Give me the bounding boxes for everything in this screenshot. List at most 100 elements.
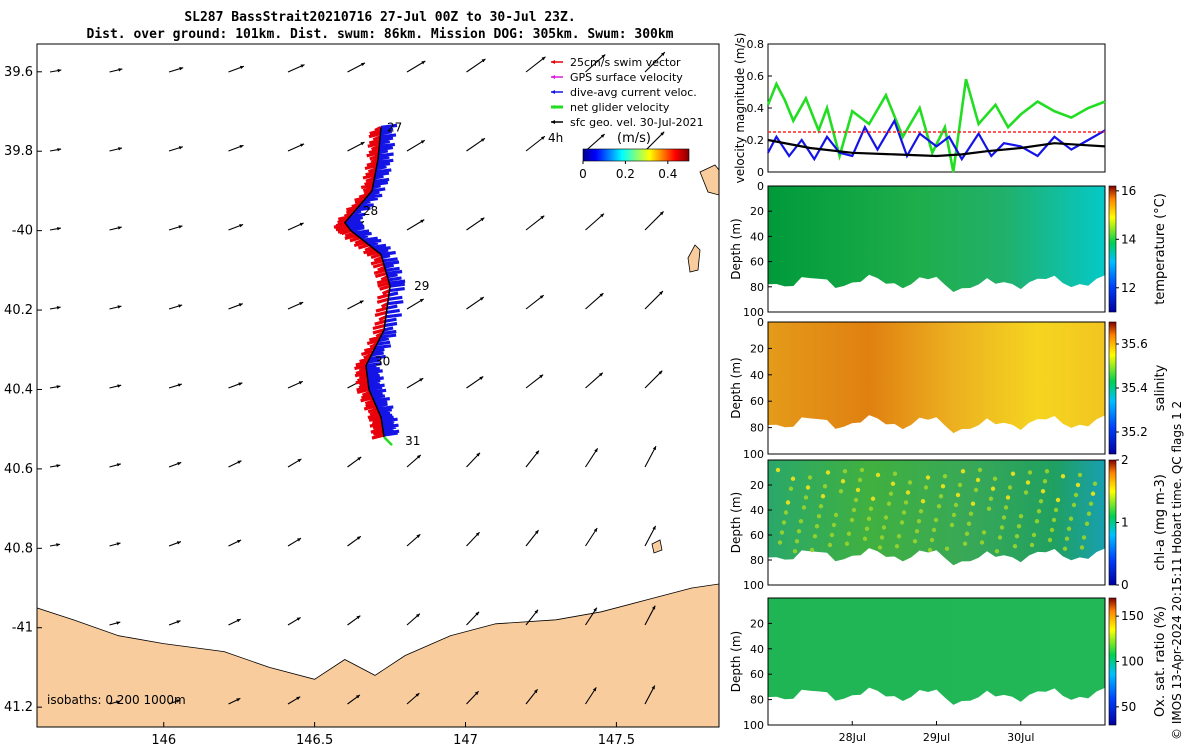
geo-arrow-0 — [49, 68, 62, 73]
geo-arrow-81 — [347, 615, 361, 626]
legend-item-1: GPS surface velocity — [551, 71, 683, 84]
section-0-ytick-3: 60 — [750, 256, 764, 269]
section-0-ytick-4: 80 — [750, 281, 764, 294]
section-3-cbar-tick-1: 100 — [1121, 655, 1144, 669]
geo-arrow-17 — [406, 139, 426, 152]
velocity-ytick-1: 0.2 — [747, 134, 765, 147]
geo-arrow-85 — [585, 607, 598, 626]
geo-arrow-33 — [49, 306, 61, 310]
section-3-ytick-1: 40 — [750, 643, 764, 656]
section-0-cbar-tick-2: 16 — [1121, 184, 1136, 198]
geo-arrow-70 — [287, 537, 302, 547]
land-tasmania — [37, 583, 719, 727]
geo-arrow-29 — [466, 217, 485, 231]
geo-arrow-73 — [466, 531, 480, 547]
land-island-2 — [687, 244, 701, 273]
geo-arrow-3 — [228, 65, 245, 73]
chart-title-line2: Dist. over ground: 101km. Dist. swum: 86… — [86, 27, 674, 42]
section-data-1 — [768, 322, 1105, 434]
geo-arrow-18 — [466, 137, 486, 152]
legend-label-4: sfc geo. vel. 30-Jul-2021 — [570, 116, 704, 129]
velocity-ytick-0: 0 — [757, 166, 764, 179]
section-2-ytick-4: 100 — [743, 579, 764, 592]
section-1-colorbar — [1108, 321, 1117, 455]
geo-arrow-28 — [406, 219, 425, 231]
section-1-ytick-1: 20 — [750, 342, 764, 355]
section-data-0 — [768, 186, 1105, 292]
map-colorbar-unit: 4h — [548, 131, 563, 145]
geo-arrow-32 — [644, 211, 664, 231]
geo-arrow-10 — [644, 51, 666, 73]
geo-arrow-9 — [585, 54, 606, 73]
net-velocity-end — [383, 436, 393, 447]
map-x-tick-1: 146.5 — [296, 733, 333, 748]
section-0-cbar-tick-1: 14 — [1121, 232, 1136, 246]
geo-arrow-45 — [109, 384, 122, 389]
section-0-ytick-2: 40 — [750, 230, 764, 243]
legend-item-2: dive-avg current veloc. — [551, 86, 697, 99]
map-colorbar-tick-0: 0 — [579, 167, 587, 181]
geo-arrow-31 — [585, 213, 605, 231]
geo-arrow-25 — [228, 224, 244, 231]
map-x-tick-0: 146 — [151, 733, 176, 748]
geo-arrow-96 — [644, 685, 656, 705]
geo-arrow-56 — [109, 463, 121, 468]
map-colorbar — [582, 148, 690, 162]
section-1-cbar-tick-1: 35.4 — [1121, 381, 1148, 395]
section-0-cbar-tick-0: 12 — [1121, 281, 1136, 295]
geo-arrow-22 — [49, 226, 61, 231]
geo-arrow-68 — [168, 541, 182, 547]
map-y-tick-6: 40.8 — [4, 541, 33, 556]
geo-arrow-26 — [287, 222, 304, 231]
section-panel-3: 20 40 60 80 100 Depth (m) 50 100 150 Ox. sat. rat… — [729, 597, 1168, 744]
section-3-ytick-2: 60 — [750, 668, 764, 681]
map-y-tick-4: 40.4 — [4, 382, 33, 397]
section-panel-0: 0 20 40 60 80 100 Depth (m) 12 14 16 temperature (… — [729, 180, 1168, 319]
geo-arrow-5 — [347, 62, 366, 73]
glider-track — [343, 127, 391, 438]
section-frame-1 — [767, 321, 1106, 455]
section-3-cbar-tick-2: 150 — [1121, 609, 1144, 623]
section-2-ytick-1: 40 — [750, 504, 764, 517]
geo-arrow-39 — [406, 298, 425, 310]
map-colorbar-tick-2: 0.4 — [658, 167, 677, 181]
section-2-colorbar — [1108, 459, 1117, 586]
geo-arrow-82 — [406, 613, 421, 626]
geo-arrow-80 — [287, 616, 301, 626]
geo-arrow-23 — [109, 226, 122, 231]
map-frame — [36, 43, 720, 728]
geo-arrow-44 — [49, 385, 61, 389]
section-1-ytick-2: 40 — [750, 369, 764, 382]
geo-arrow-66 — [49, 543, 61, 547]
section-3-ytick-3: 80 — [750, 694, 764, 707]
section-frame-2 — [767, 459, 1106, 586]
section-2-cbar-label: chl-a (mg m-3) — [1153, 474, 1168, 571]
legend-item-0: 25cm/s swim vector — [551, 56, 681, 69]
geo-arrow-11 — [49, 147, 62, 152]
section-0-ylabel: Depth (m) — [729, 218, 743, 279]
section-1-ytick-3: 60 — [750, 395, 764, 408]
geo-arrow-77 — [109, 621, 121, 626]
velocity-ytick-2: 0.4 — [747, 102, 765, 115]
section-3-ytick-0: 20 — [750, 617, 764, 630]
section-1-ytick-4: 80 — [750, 422, 764, 435]
geo-arrow-42 — [585, 292, 604, 310]
velocity-series-0 — [766, 78, 1106, 173]
geo-arrow-60 — [347, 456, 362, 468]
geo-arrow-64 — [585, 448, 599, 468]
section-3-colorbar — [1108, 597, 1117, 726]
section-0-ytick-0: 0 — [757, 180, 764, 193]
section-0-colorbar — [1108, 185, 1117, 313]
geo-arrow-43 — [644, 290, 664, 310]
map-y-tick-3: 40.2 — [4, 303, 33, 318]
geo-arrow-84 — [525, 609, 539, 626]
geo-arrow-13 — [168, 146, 183, 152]
geo-arrow-24 — [168, 225, 183, 231]
geo-arrow-58 — [228, 460, 242, 468]
geo-arrow-92 — [406, 692, 420, 705]
geo-arrow-34 — [109, 305, 122, 310]
geo-arrow-52 — [525, 374, 544, 389]
section-2-ytick-2: 60 — [750, 529, 764, 542]
geo-arrow-7 — [466, 58, 486, 73]
